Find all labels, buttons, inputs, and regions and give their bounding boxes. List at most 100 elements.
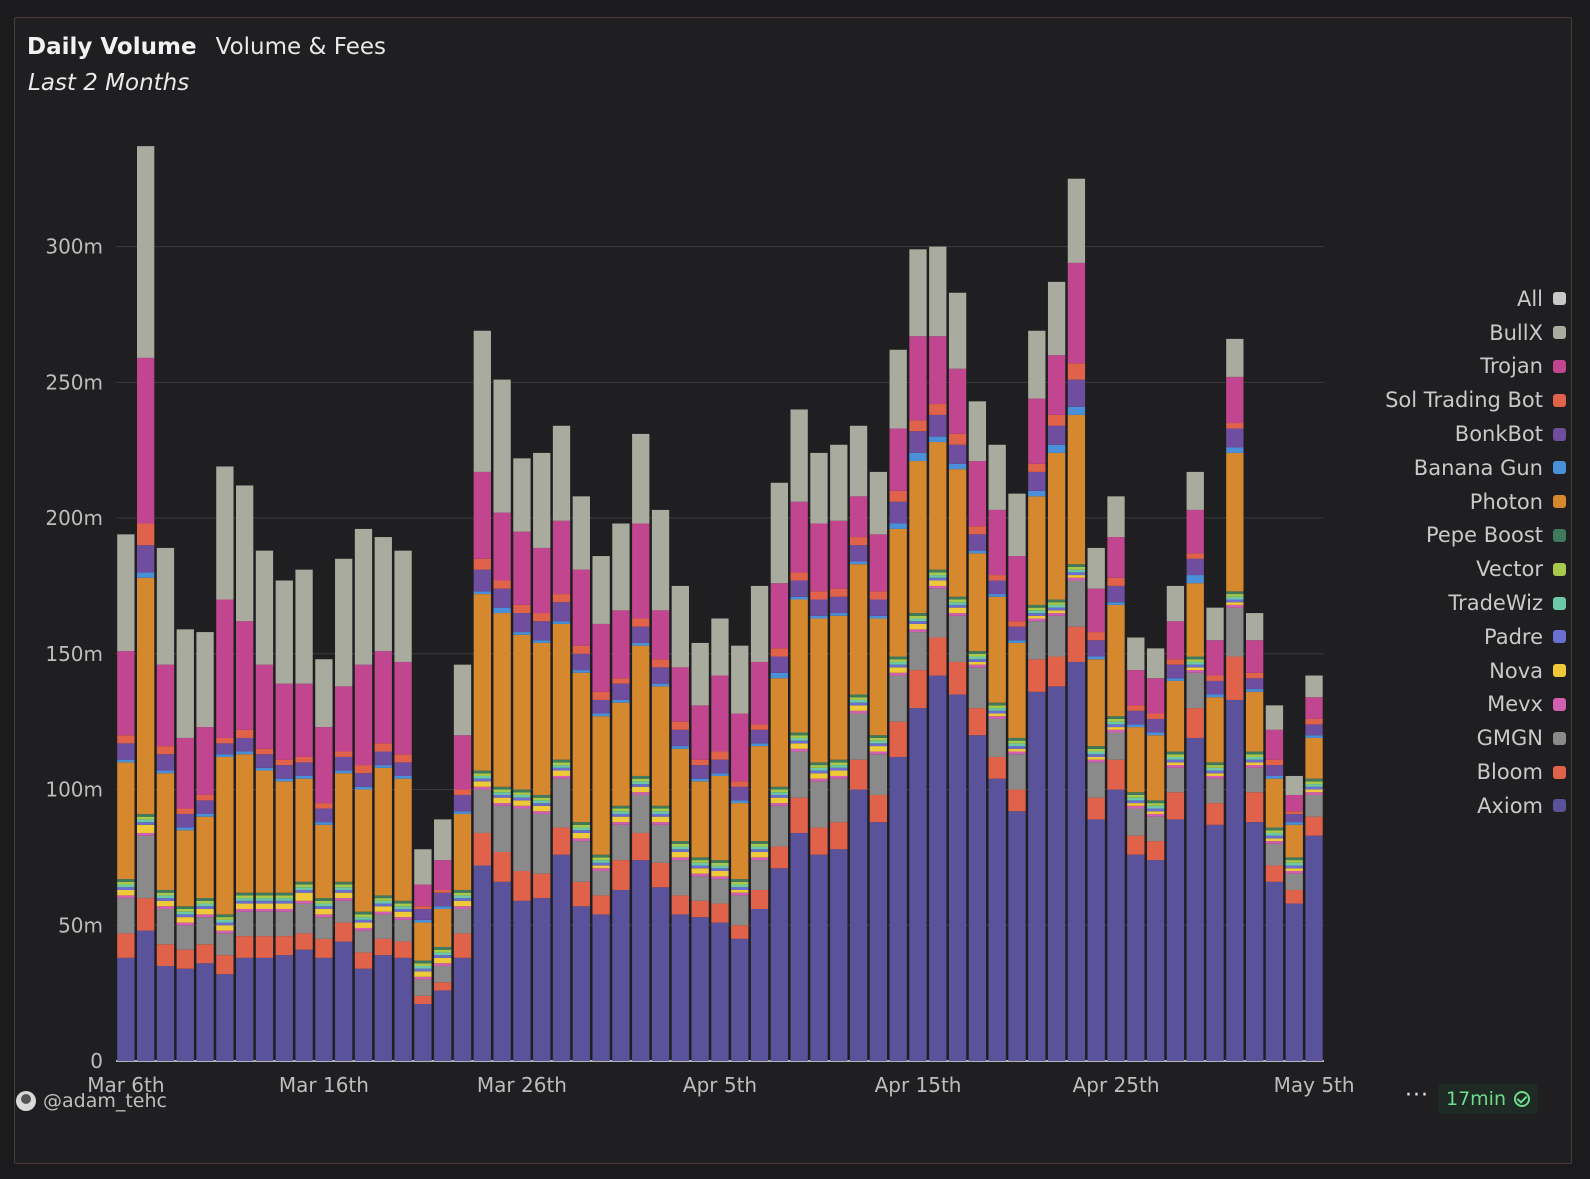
bar-nova[interactable] — [414, 971, 432, 977]
bar-sol-trading-bot[interactable] — [948, 433, 967, 445]
bar-vector[interactable] — [750, 843, 769, 847]
bar-gmgn[interactable] — [453, 908, 472, 934]
bar-photon[interactable] — [1107, 604, 1125, 717]
bar-mevx[interactable] — [592, 868, 610, 871]
bar-sol-trading-bot[interactable] — [929, 404, 947, 415]
bar-trojan[interactable] — [295, 683, 313, 757]
bar-sol-trading-bot[interactable] — [552, 594, 571, 603]
bar-padre[interactable] — [1166, 759, 1185, 763]
bar-axiom[interactable] — [968, 735, 987, 1061]
bar-trojan[interactable] — [1087, 588, 1105, 633]
bar-pepe-boost[interactable] — [156, 889, 175, 893]
bar-tradewiz[interactable] — [750, 846, 769, 850]
bar-pepe-boost[interactable] — [414, 960, 432, 964]
bar-bloom[interactable] — [988, 756, 1006, 779]
bar-padre[interactable] — [216, 922, 234, 926]
bar-bullx[interactable] — [572, 496, 590, 570]
bar-photon[interactable] — [533, 642, 551, 795]
bar-bloom[interactable] — [1127, 835, 1145, 855]
bar-pepe-boost[interactable] — [1146, 800, 1165, 804]
bar-stack-5[interactable] — [216, 466, 234, 1061]
bar-sol-trading-bot[interactable] — [632, 618, 650, 627]
bar-pepe-boost[interactable] — [869, 735, 888, 738]
bar-bonkbot[interactable] — [1107, 585, 1125, 603]
bar-mevx[interactable] — [750, 857, 769, 861]
bar-photon[interactable] — [849, 564, 868, 695]
bar-photon[interactable] — [869, 618, 888, 736]
bar-axiom[interactable] — [275, 955, 293, 1061]
bar-padre[interactable] — [1047, 607, 1066, 611]
bar-nova[interactable] — [1107, 727, 1125, 730]
bar-trojan[interactable] — [374, 651, 392, 744]
bar-stack-22[interactable] — [552, 425, 571, 1061]
bar-bonkbot[interactable] — [275, 765, 293, 779]
bar-padre[interactable] — [533, 803, 551, 806]
bar-photon[interactable] — [889, 528, 907, 657]
bar-tradewiz[interactable] — [711, 865, 729, 869]
bar-tradewiz[interactable] — [533, 800, 551, 804]
bar-bloom[interactable] — [968, 708, 987, 736]
bar-sol-trading-bot[interactable] — [1008, 621, 1026, 627]
bar-padre[interactable] — [948, 604, 967, 608]
bar-banana-gun[interactable] — [414, 919, 432, 923]
bar-banana-gun[interactable] — [493, 607, 511, 614]
bar-banana-gun[interactable] — [1226, 447, 1244, 453]
bar-stack-60[interactable] — [1305, 675, 1323, 1061]
bar-banana-gun[interactable] — [1305, 735, 1323, 738]
bar-gmgn[interactable] — [1265, 843, 1284, 866]
bar-mevx[interactable] — [493, 803, 511, 806]
bar-mevx[interactable] — [889, 672, 907, 676]
bar-banana-gun[interactable] — [335, 770, 353, 774]
bar-pepe-boost[interactable] — [394, 900, 412, 904]
bar-vector[interactable] — [948, 599, 967, 603]
bar-banana-gun[interactable] — [948, 463, 967, 470]
bar-pepe-boost[interactable] — [632, 775, 650, 779]
bar-vector[interactable] — [651, 808, 670, 812]
bar-gmgn[interactable] — [711, 879, 729, 904]
bar-stack-48[interactable] — [1067, 178, 1086, 1061]
bar-mevx[interactable] — [1206, 775, 1224, 779]
bar-mevx[interactable] — [255, 908, 274, 912]
bar-stack-14[interactable] — [394, 550, 412, 1061]
bar-banana-gun[interactable] — [770, 672, 789, 679]
bar-sol-trading-bot[interactable] — [394, 754, 412, 763]
bar-trojan[interactable] — [236, 621, 254, 730]
bar-bullx[interactable] — [493, 379, 511, 513]
bar-padre[interactable] — [1127, 800, 1145, 804]
bar-gmgn[interactable] — [1206, 778, 1224, 804]
bar-photon[interactable] — [948, 469, 967, 597]
bar-pepe-boost[interactable] — [1226, 591, 1244, 595]
bar-bloom[interactable] — [711, 903, 729, 923]
bar-pepe-boost[interactable] — [137, 813, 155, 817]
bar-trojan[interactable] — [731, 713, 749, 782]
bar-photon[interactable] — [216, 756, 234, 915]
bar-axiom[interactable] — [1305, 835, 1323, 1061]
bar-banana-gun[interactable] — [1285, 822, 1303, 825]
bar-tradewiz[interactable] — [156, 895, 175, 899]
bar-nova[interactable] — [1186, 667, 1204, 671]
bar-banana-gun[interactable] — [988, 594, 1006, 597]
bar-bonkbot[interactable] — [236, 737, 254, 752]
bar-pepe-boost[interactable] — [909, 613, 927, 616]
bar-pepe-boost[interactable] — [592, 854, 610, 858]
bar-pepe-boost[interactable] — [275, 892, 293, 896]
bar-bullx[interactable] — [394, 550, 412, 662]
bar-vector[interactable] — [137, 816, 155, 820]
bar-bloom[interactable] — [295, 933, 313, 950]
bar-sol-trading-bot[interactable] — [770, 648, 789, 657]
bar-gmgn[interactable] — [533, 813, 551, 874]
bar-stack-13[interactable] — [374, 537, 392, 1061]
bar-vector[interactable] — [473, 773, 491, 776]
bar-bullx[interactable] — [770, 482, 789, 584]
bar-vector[interactable] — [1166, 754, 1185, 757]
bar-bullx[interactable] — [473, 330, 491, 472]
bar-bullx[interactable] — [1107, 496, 1125, 538]
bar-bonkbot[interactable] — [869, 599, 888, 616]
bar-photon[interactable] — [473, 594, 491, 771]
bar-padre[interactable] — [1245, 759, 1264, 763]
bar-padre[interactable] — [572, 830, 590, 833]
bar-nova[interactable] — [790, 743, 808, 749]
bar-vector[interactable] — [354, 914, 373, 918]
bar-stack-49[interactable] — [1087, 547, 1105, 1061]
bar-bullx[interactable] — [1265, 705, 1284, 730]
